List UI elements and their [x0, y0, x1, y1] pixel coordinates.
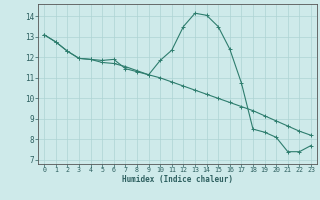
X-axis label: Humidex (Indice chaleur): Humidex (Indice chaleur) — [122, 175, 233, 184]
